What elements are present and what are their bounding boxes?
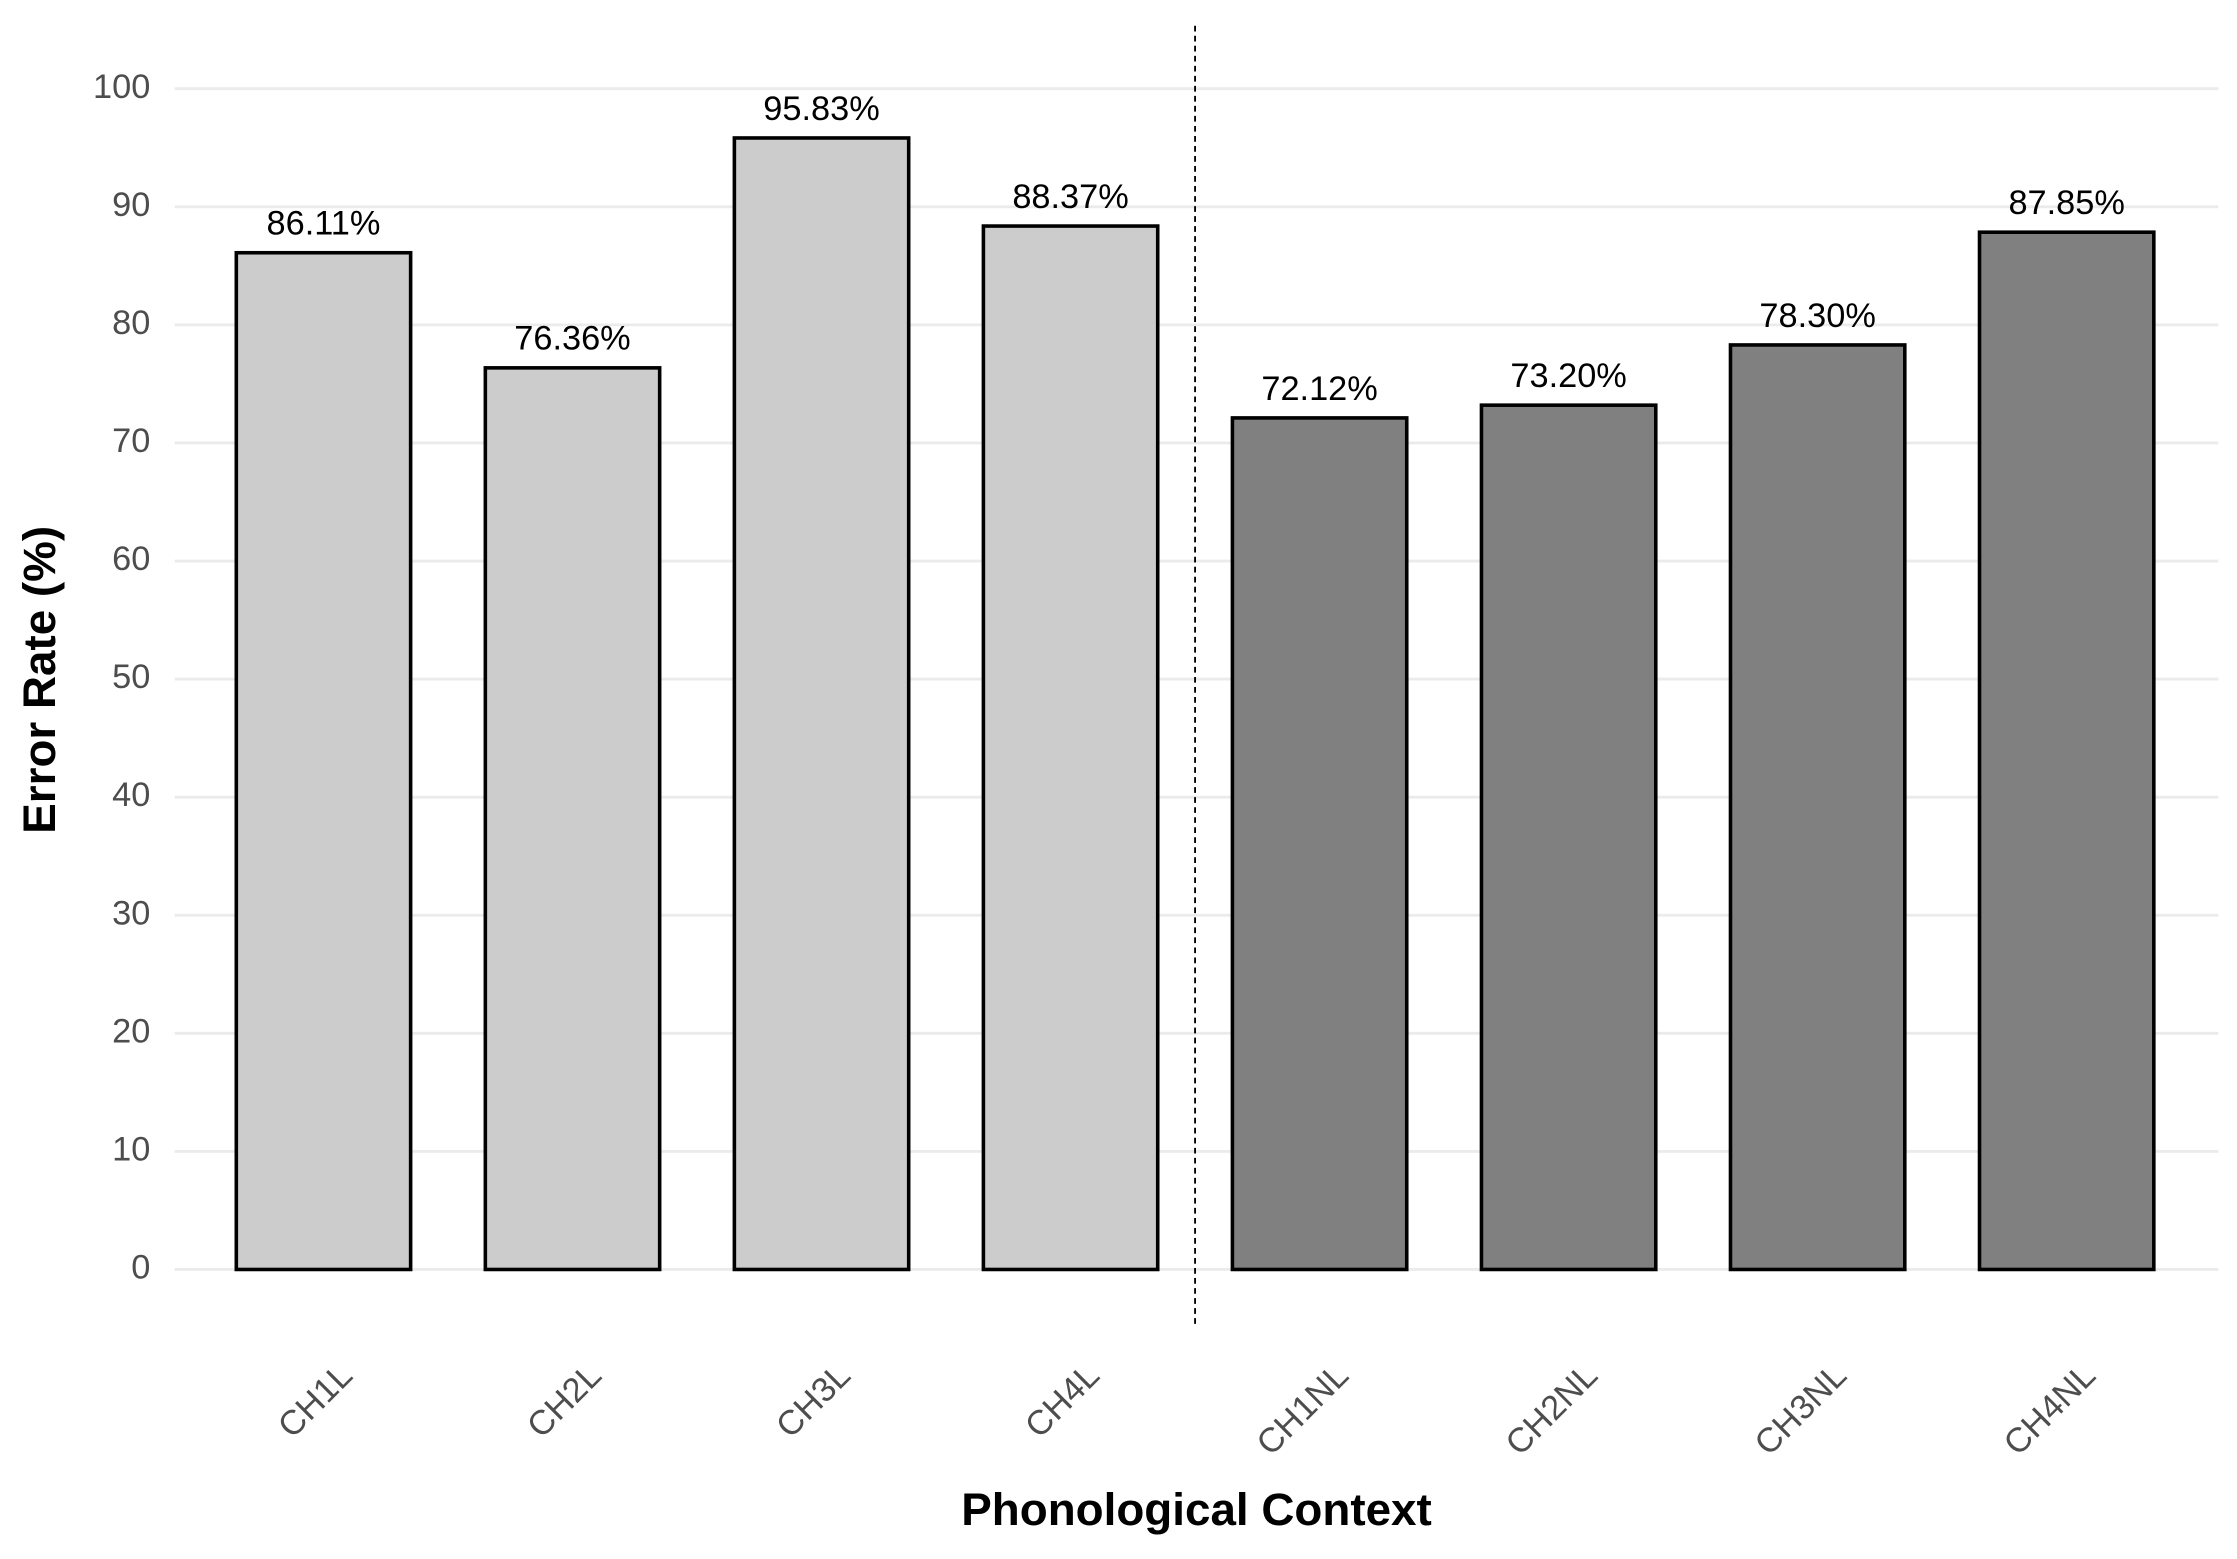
x-tick-label: CH3NL [1748,1356,1854,1462]
y-tick-label: 90 [112,186,150,224]
y-tick-label: 80 [112,304,150,342]
x-axis-title: Phonological Context [961,1484,1432,1535]
y-tick-label: 70 [112,422,150,460]
y-tick-label: 100 [93,68,150,106]
value-label: 72.12% [1261,370,1377,408]
value-label: 88.37% [1012,178,1128,216]
bar [732,136,911,1272]
bar [981,224,1160,1272]
x-tick-label: CH2NL [1499,1356,1605,1462]
x-tick-label: CH1NL [1250,1356,1356,1462]
y-tick-label: 40 [112,776,150,814]
y-tick-label: 30 [112,894,150,932]
y-tick-label: 20 [112,1012,150,1050]
x-tick-label: CH3L [769,1356,858,1445]
bar [1230,416,1409,1272]
x-tick-label: CH4L [1018,1356,1107,1445]
y-axis-title: Error Rate (%) [14,526,65,834]
x-tick-label: CH1L [271,1356,360,1445]
y-tick-label: 60 [112,540,150,578]
value-label: 76.36% [514,320,630,358]
bar [1728,343,1907,1272]
y-tick-label: 0 [131,1249,150,1287]
bar [483,366,662,1272]
x-tick-label: CH4NL [1997,1356,2103,1462]
bar [1977,230,2156,1272]
y-tick-label: 50 [112,658,150,696]
bar [234,250,413,1272]
value-label: 73.20% [1510,357,1626,395]
value-label: 87.85% [2008,184,2124,222]
bar [1479,403,1658,1272]
value-label: 86.11% [267,205,381,243]
value-label: 95.83% [763,90,879,128]
x-tick-label: CH2L [520,1356,609,1445]
value-label: 78.30% [1759,297,1875,335]
y-tick-label: 10 [112,1130,150,1168]
